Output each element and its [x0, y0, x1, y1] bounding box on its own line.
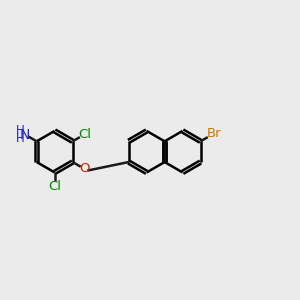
Text: Cl: Cl: [78, 128, 91, 141]
Text: Cl: Cl: [48, 180, 61, 193]
Text: H: H: [16, 133, 25, 146]
Text: Br: Br: [207, 127, 221, 140]
Text: N: N: [20, 128, 30, 142]
Text: O: O: [79, 162, 89, 175]
Text: H: H: [16, 124, 25, 137]
